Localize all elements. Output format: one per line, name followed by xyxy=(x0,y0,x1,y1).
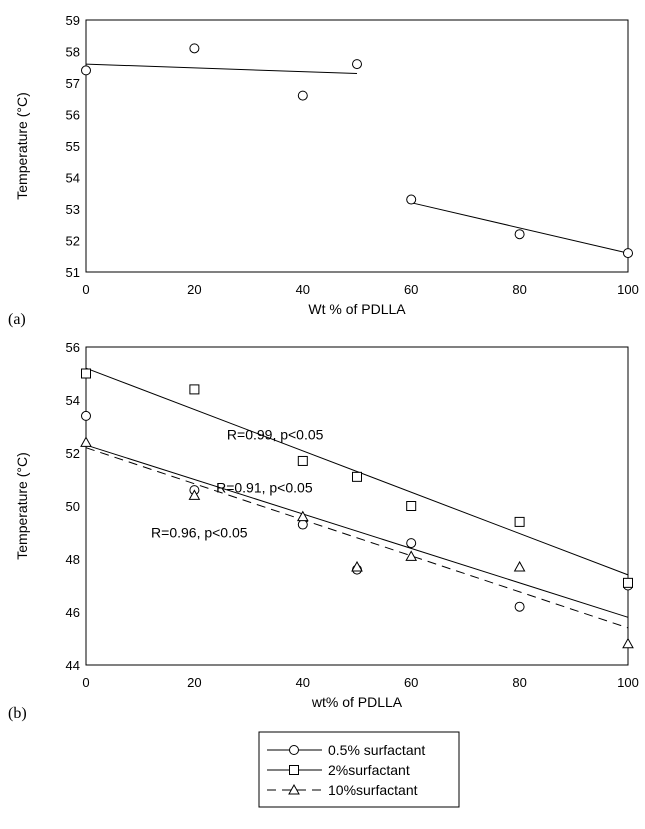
fit-line-a-1 xyxy=(85,63,358,75)
panel-a: 51 52 53 54 55 56 57 58 59 0 20 40 60 80 100 Temperat… xyxy=(8,13,639,328)
y-tick-a-52: 52 xyxy=(66,234,80,249)
x-tick-a-0: 0 xyxy=(82,282,89,297)
y-tick-b-46: 46 xyxy=(66,605,80,620)
plot-frame-b xyxy=(85,346,629,666)
y-tick-a-56: 56 xyxy=(66,108,80,123)
y-tick-b-54: 54 xyxy=(66,393,80,408)
point-a-series-1-7 xyxy=(623,248,633,259)
point-a-series-1-3 xyxy=(297,90,308,101)
legend-label-3: 10%surfactant xyxy=(328,782,418,798)
y-tick-a-57: 57 xyxy=(66,76,80,91)
point-b-series-3-4 xyxy=(351,560,363,572)
point-b-series-2-7 xyxy=(623,577,633,588)
legend-marker-3 xyxy=(288,783,300,795)
x-axis-label-a: Wt % of PDLLA xyxy=(308,301,406,317)
point-a-series-1-2 xyxy=(189,43,200,54)
annotation-b-2: R=0.91, p<0.05 xyxy=(216,479,313,495)
y-tick-a-59: 59 xyxy=(66,13,80,28)
point-b-series-3-7 xyxy=(622,637,634,649)
point-a-series-1-5 xyxy=(406,194,417,205)
point-b-series-3-2 xyxy=(188,489,201,500)
point-b-series-2-5 xyxy=(406,501,417,511)
annotation-b-1: R=0.99, p<0.05 xyxy=(227,426,324,442)
point-b-series-3-6 xyxy=(513,560,526,572)
x-tick-b-20: 20 xyxy=(187,675,201,690)
x-tick-labels-a: 0 20 40 60 80 100 xyxy=(82,282,638,297)
y-tick-labels-a: 51 52 53 54 55 56 57 58 59 xyxy=(66,13,80,280)
x-tick-b-40: 40 xyxy=(296,675,310,690)
point-b-series-2-3 xyxy=(297,455,308,466)
legend: 0.5% surfactant 2%surfactant 10%surfactant xyxy=(258,731,460,808)
panel-b: 44 46 48 50 52 54 56 0 20 40 60 80 100 R=0.99, p<0.… xyxy=(8,340,639,722)
y-tick-a-51: 51 xyxy=(66,265,80,280)
y-tick-a-58: 58 xyxy=(66,45,80,60)
annotation-b-3: R=0.96, p<0.05 xyxy=(151,525,248,541)
y-axis-label-b: Temperature (°C) xyxy=(14,452,30,560)
data-points-b xyxy=(80,368,634,649)
annotations-b: R=0.99, p<0.05 R=0.91, p<0.05 R=0.96, p<0.… xyxy=(151,426,324,540)
point-b-series-2-2 xyxy=(189,384,200,395)
point-b-series-3-3 xyxy=(296,510,309,522)
plot-frame-a xyxy=(85,19,629,273)
legend-marker-2 xyxy=(289,765,299,775)
x-tick-b-100: 100 xyxy=(617,675,639,690)
legend-marker-1 xyxy=(289,745,299,755)
fit-line-b-series-3 xyxy=(85,447,629,629)
point-b-series-3-5 xyxy=(405,550,418,561)
y-tick-a-54: 54 xyxy=(66,171,80,186)
legend-label-1: 0.5% surfactant xyxy=(328,742,425,758)
y-tick-b-56: 56 xyxy=(66,340,80,355)
data-points-a xyxy=(81,43,633,259)
legend-label-2: 2%surfactant xyxy=(328,762,410,778)
x-tick-a-80: 80 xyxy=(512,282,526,297)
fit-line-b-series-2 xyxy=(85,367,629,576)
point-b-series-2-6 xyxy=(514,516,525,527)
point-b-series-3-1 xyxy=(80,436,92,447)
x-tick-a-60: 60 xyxy=(404,282,418,297)
x-tick-b-80: 80 xyxy=(512,675,526,690)
point-b-series-1-5 xyxy=(406,538,417,549)
point-a-series-1-6 xyxy=(514,229,525,240)
point-a-series-1-4 xyxy=(352,59,362,70)
y-tick-a-53: 53 xyxy=(66,202,80,217)
point-a-series-1-1 xyxy=(81,65,91,76)
point-b-series-2-1 xyxy=(81,368,91,379)
x-tick-labels-b: 0 20 40 60 80 100 xyxy=(82,675,638,690)
y-tick-b-44: 44 xyxy=(66,658,80,673)
x-tick-a-40: 40 xyxy=(296,282,310,297)
x-tick-b-60: 60 xyxy=(404,675,418,690)
fit-lines-a xyxy=(85,63,629,254)
x-axis-label-b: wt% of PDLLA xyxy=(311,694,403,710)
y-tick-a-55: 55 xyxy=(66,139,80,154)
point-b-series-1-1 xyxy=(81,410,91,421)
x-tick-a-100: 100 xyxy=(617,282,639,297)
y-axis-label-a: Temperature (°C) xyxy=(14,92,30,200)
y-tick-b-50: 50 xyxy=(66,499,80,514)
y-tick-b-48: 48 xyxy=(66,552,80,567)
y-tick-b-52: 52 xyxy=(66,446,80,461)
point-b-series-1-3 xyxy=(297,519,308,530)
fit-line-b-series-1 xyxy=(85,444,629,618)
y-tick-labels-b: 44 46 48 50 52 54 56 xyxy=(66,340,80,673)
fit-lines-b xyxy=(85,367,629,629)
point-b-series-2-4 xyxy=(352,471,362,482)
fit-line-a-2 xyxy=(411,202,629,254)
x-tick-a-20: 20 xyxy=(187,282,201,297)
panel-label-a: (a) xyxy=(8,311,26,328)
panel-label-b: (b) xyxy=(8,705,27,722)
x-tick-b-0: 0 xyxy=(82,675,89,690)
point-b-series-1-6 xyxy=(514,601,525,612)
